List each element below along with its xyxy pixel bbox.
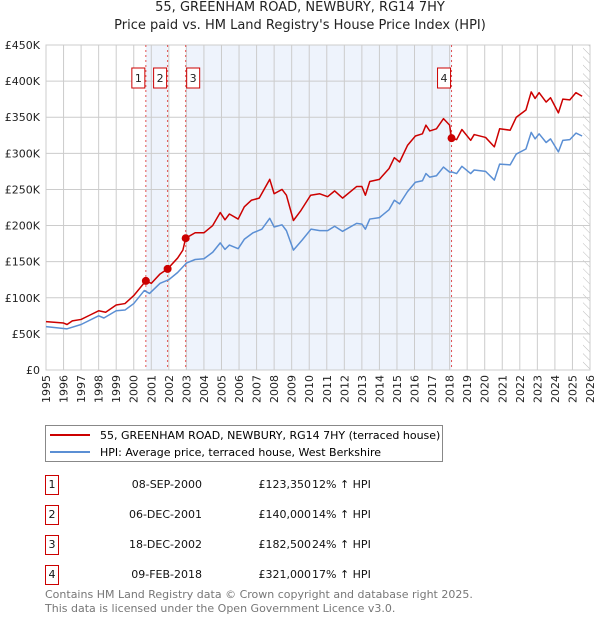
x-tick-label: 2018 <box>444 375 457 403</box>
sale-point <box>141 276 150 285</box>
chart-title: 55, GREENHAM ROAD, NEWBURY, RG14 7HY <box>155 0 445 15</box>
x-tick-label: 2015 <box>391 375 404 403</box>
x-tick-label: 2006 <box>233 375 246 403</box>
x-tick-label: 2019 <box>461 375 474 403</box>
x-tick-label: 2017 <box>426 375 439 403</box>
transaction-date: 18-DEC-2002 <box>128 538 202 551</box>
legend-swatch-red <box>50 434 90 436</box>
x-tick-label: 2003 <box>180 375 193 403</box>
sale-badge-box <box>131 67 146 89</box>
x-tick-label: 1999 <box>110 375 123 403</box>
shaded-period <box>185 45 452 370</box>
sale-badge-number: 1 <box>135 72 142 85</box>
x-tick-label: 2012 <box>338 375 351 403</box>
legend-label: HPI: Average price, terraced house, West… <box>100 445 382 459</box>
shaded-period <box>145 45 168 370</box>
legend: 55, GREENHAM ROAD, NEWBURY, RG14 7HY (te… <box>45 425 443 462</box>
x-tick-label: 2013 <box>356 375 369 403</box>
transaction-row: 1 08-SEP-2000 £123,350 12% ↑ HPI <box>45 475 445 495</box>
transaction-hpi-change: 17% ↑ HPI <box>312 568 371 581</box>
sale-badge-number: 2 <box>157 72 164 85</box>
legend-item-hpi: HPI: Average price, terraced house, West… <box>50 444 381 460</box>
transaction-date: 09-FEB-2018 <box>131 568 202 581</box>
legend-swatch-blue <box>50 451 90 453</box>
x-tick-label: 2016 <box>409 375 422 403</box>
y-tick-label: £50K <box>12 328 41 341</box>
x-tick-label: 2002 <box>163 375 176 403</box>
footer-licence: This data is licensed under the Open Gov… <box>45 602 396 615</box>
y-tick-label: £300K <box>5 147 41 160</box>
x-tick-label: 2001 <box>145 375 158 403</box>
y-tick-label: £0 <box>26 364 40 377</box>
sale-badge-number: 3 <box>190 72 197 85</box>
y-tick-label: £150K <box>5 256 41 269</box>
x-tick-label: 2024 <box>549 375 562 403</box>
x-tick-label: 2004 <box>198 375 211 403</box>
legend-label: 55, GREENHAM ROAD, NEWBURY, RG14 7HY (te… <box>100 428 441 442</box>
x-tick-label: 2011 <box>321 375 334 403</box>
transaction-date: 08-SEP-2000 <box>131 478 202 491</box>
transaction-date: 06-DEC-2001 <box>128 508 202 521</box>
x-tick-label: 2020 <box>479 375 492 403</box>
y-tick-label: £250K <box>5 183 41 196</box>
y-tick-label: £200K <box>5 220 41 233</box>
transaction-hpi-change: 14% ↑ HPI <box>312 508 371 521</box>
y-tick-label: £400K <box>5 75 41 88</box>
x-tick-label: 2022 <box>514 375 527 403</box>
legend-item-property: 55, GREENHAM ROAD, NEWBURY, RG14 7HY (te… <box>50 427 440 443</box>
y-tick-label: £450K <box>5 39 41 52</box>
x-tick-label: 1998 <box>93 375 106 403</box>
footer-copyright: Contains HM Land Registry data © Crown c… <box>45 588 473 601</box>
y-tick-label: £100K <box>5 292 41 305</box>
sale-badge-box <box>186 67 201 89</box>
sale-label-badge: 2 <box>153 67 168 89</box>
x-tick-label: 2000 <box>128 375 141 403</box>
transaction-row: 2 06-DEC-2001 £140,000 14% ↑ HPI <box>45 505 445 525</box>
forecast-hatch <box>582 45 590 370</box>
sale-point <box>181 234 190 243</box>
x-tick-label: 2008 <box>268 375 281 403</box>
x-tick-label: 2023 <box>531 375 544 403</box>
x-tick-label: 2005 <box>215 375 228 403</box>
x-tick-label: 1997 <box>75 375 88 403</box>
x-tick-label: 1996 <box>58 375 71 403</box>
x-tick-label: 2009 <box>286 375 299 403</box>
transaction-row: 4 09-FEB-2018 £321,000 17% ↑ HPI <box>45 565 445 585</box>
transaction-row: 3 18-DEC-2002 £182,500 24% ↑ HPI <box>45 535 445 555</box>
transaction-price: £123,350 <box>258 478 312 491</box>
transaction-hpi-change: 12% ↑ HPI <box>312 478 371 491</box>
plot-border <box>45 44 591 371</box>
transaction-price: £321,000 <box>258 568 312 581</box>
sale-badge-box <box>153 67 168 89</box>
transaction-number-badge: 3 <box>45 535 59 555</box>
x-tick-label: 1995 <box>40 375 53 403</box>
transaction-number-badge: 1 <box>45 475 59 495</box>
x-tick-label: 2007 <box>251 375 264 403</box>
sale-label-badge: 1 <box>131 67 146 89</box>
y-tick-label: £350K <box>5 111 41 124</box>
price-chart: 1995 1996 1997 1998 1999 2000 2001 2002 2003 2004… <box>5 39 597 403</box>
transaction-number-badge: 4 <box>45 565 59 585</box>
transaction-price: £182,500 <box>258 538 312 551</box>
x-tick-label: 2010 <box>303 375 316 403</box>
x-tick-label: 2026 <box>584 375 597 403</box>
transaction-price: £140,000 <box>258 508 312 521</box>
sale-point <box>447 134 456 143</box>
sale-label-badge: 4 <box>437 67 452 89</box>
transaction-hpi-change: 24% ↑ HPI <box>312 538 371 551</box>
chart-subtitle: Price paid vs. HM Land Registry's House … <box>114 18 486 33</box>
sale-point <box>163 264 172 273</box>
transaction-number-badge: 2 <box>45 505 59 525</box>
series-line <box>45 91 583 326</box>
x-tick-label: 2021 <box>496 375 509 403</box>
x-tick-label: 2014 <box>373 375 386 403</box>
sale-badge-box <box>437 67 452 89</box>
x-tick-label: 2025 <box>566 375 579 403</box>
series-line <box>45 131 583 330</box>
sale-label-badge: 3 <box>186 67 201 89</box>
sale-badge-number: 4 <box>441 72 448 85</box>
